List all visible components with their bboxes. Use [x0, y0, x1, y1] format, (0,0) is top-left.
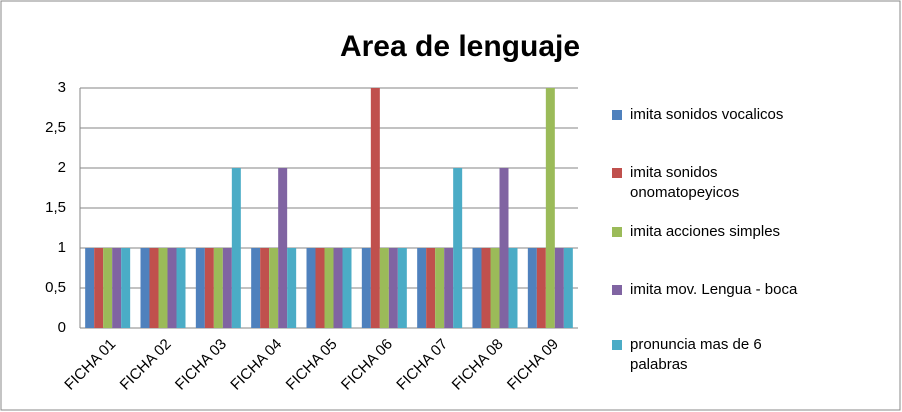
- bar: [333, 248, 343, 328]
- bar: [554, 248, 564, 328]
- legend-label: imita sonidos vocalicos: [630, 106, 784, 123]
- bar: [417, 248, 427, 328]
- bar: [388, 248, 398, 328]
- bar: [342, 248, 352, 328]
- y-tick-label: 3: [58, 79, 66, 96]
- bar: [213, 248, 223, 328]
- legend-swatch: [612, 340, 622, 350]
- bar: [195, 248, 205, 328]
- bar: [545, 88, 555, 328]
- legend-item: imita sonidos vocalicos: [612, 105, 822, 125]
- bar: [103, 248, 113, 328]
- bar: [158, 248, 168, 328]
- bar: [85, 248, 95, 328]
- bar: [204, 248, 214, 328]
- chart-title: Area de lenguaje: [340, 30, 580, 63]
- bar: [426, 248, 436, 328]
- legend-swatch: [612, 227, 622, 237]
- bar: [490, 248, 500, 328]
- bar: [472, 248, 482, 328]
- legend-item: imita mov. Lengua - boca: [612, 280, 822, 300]
- legend-label: pronuncia mas de 6 palabras: [630, 336, 762, 373]
- bar: [453, 168, 463, 328]
- legend-label: imita sonidos onomatopeyicos: [630, 164, 740, 201]
- bar: [167, 248, 177, 328]
- bar: [222, 248, 232, 328]
- legend-swatch: [612, 110, 622, 120]
- bar: [176, 248, 186, 328]
- legend-label: imita mov. Lengua - boca: [630, 281, 798, 298]
- bar: [379, 248, 389, 328]
- bar: [563, 248, 573, 328]
- bar: [149, 248, 159, 328]
- y-tick-label: 1,5: [45, 199, 66, 216]
- legend-item: imita acciones simples: [612, 222, 822, 242]
- bar: [481, 248, 491, 328]
- bar: [112, 248, 122, 328]
- legend-swatch: [612, 168, 622, 178]
- bar: [324, 248, 334, 328]
- bar: [260, 248, 270, 328]
- bar: [251, 248, 261, 328]
- bar: [536, 248, 546, 328]
- y-tick-label: 2: [58, 159, 66, 176]
- bar: [499, 168, 509, 328]
- bar: [397, 248, 407, 328]
- bar: [361, 248, 371, 328]
- y-tick-label: 0: [58, 319, 66, 336]
- bar: [121, 248, 131, 328]
- bar: [269, 248, 279, 328]
- y-tick-label: 0,5: [45, 279, 66, 296]
- y-tick-label: 2,5: [45, 119, 66, 136]
- legend-swatch: [612, 285, 622, 295]
- y-tick-label: 1: [58, 239, 66, 256]
- bar: [231, 168, 241, 328]
- bar: [94, 248, 104, 328]
- bar: [287, 248, 297, 328]
- legend-item: pronuncia mas de 6 palabras: [612, 335, 822, 375]
- bar: [315, 248, 325, 328]
- bar: [140, 248, 150, 328]
- bar: [527, 248, 537, 328]
- bar: [306, 248, 316, 328]
- bar: [444, 248, 454, 328]
- legend-item: imita sonidos onomatopeyicos: [612, 163, 822, 203]
- bar: [508, 248, 518, 328]
- bar: [278, 168, 288, 328]
- bar: [370, 88, 380, 328]
- legend-label: imita acciones simples: [630, 223, 781, 240]
- bar: [435, 248, 445, 328]
